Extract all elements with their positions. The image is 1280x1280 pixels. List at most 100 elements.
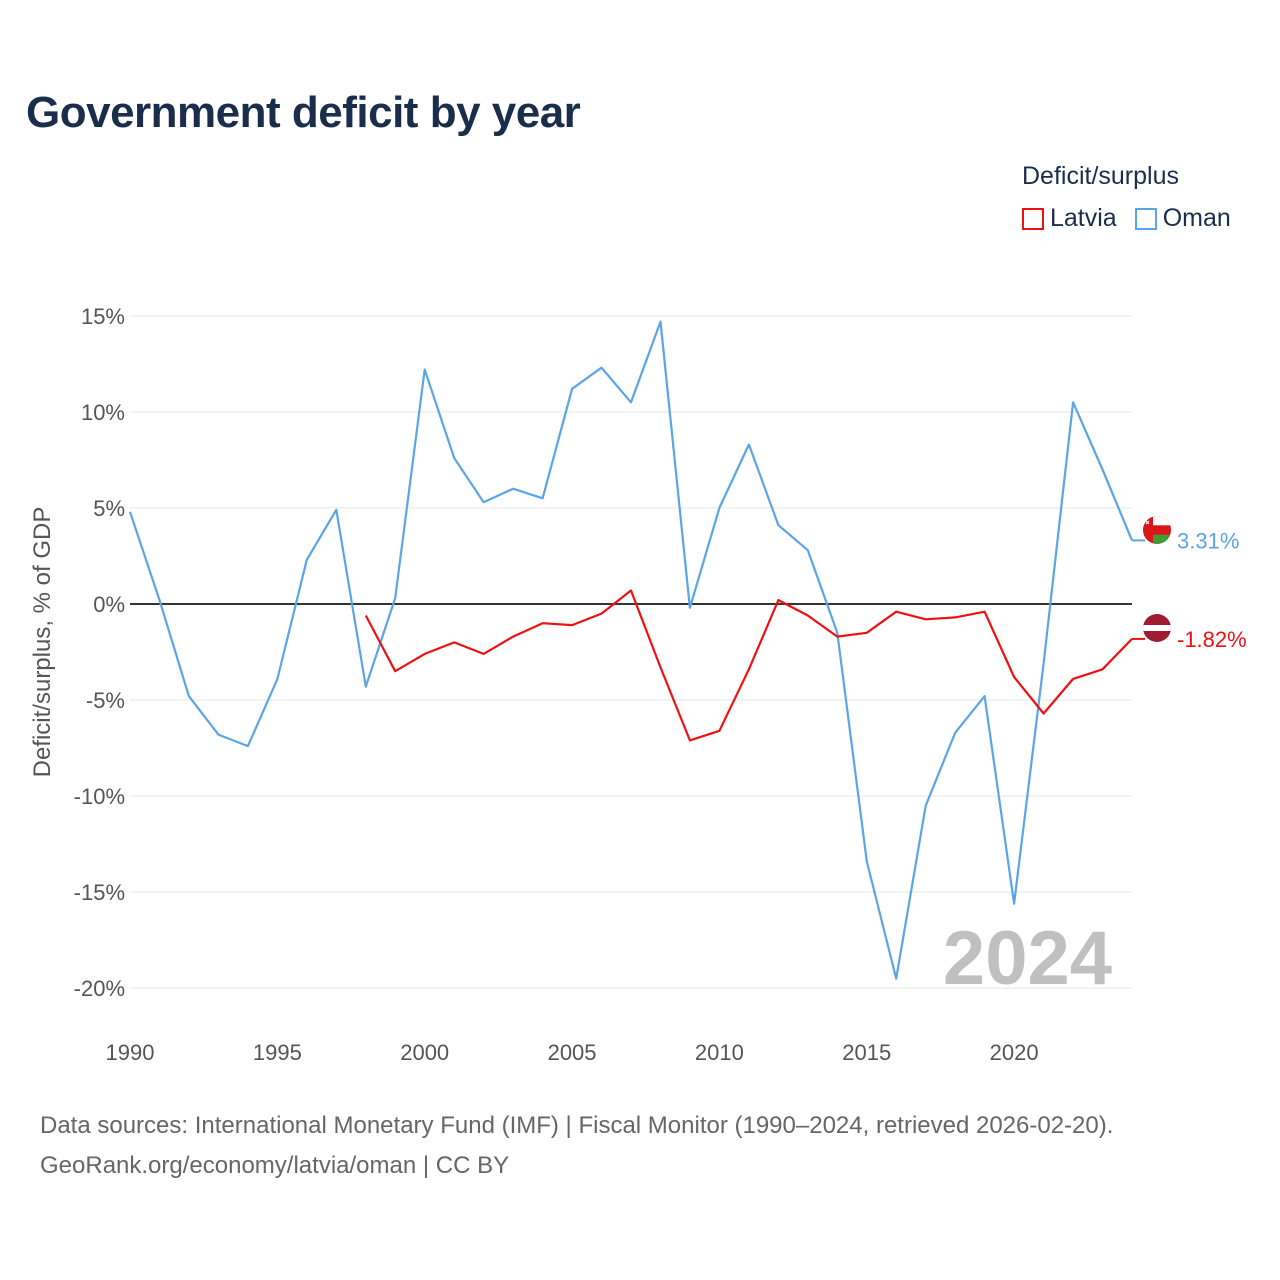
legend-label-latvia: Latvia	[1050, 204, 1117, 232]
data-point-oman[interactable]	[979, 690, 991, 702]
data-point-latvia[interactable]	[596, 608, 608, 620]
data-sources-text: Data sources: International Monetary Fun…	[40, 1112, 1114, 1139]
data-point-oman[interactable]	[154, 594, 166, 606]
data-point-oman[interactable]	[920, 800, 932, 812]
data-point-latvia[interactable]	[979, 606, 991, 618]
data-point-latvia[interactable]	[920, 613, 932, 625]
legend-swatch-latvia	[1022, 207, 1044, 230]
data-point-oman[interactable]	[1067, 396, 1079, 408]
data-point-oman[interactable]	[537, 492, 549, 504]
data-point-latvia[interactable]	[389, 665, 401, 677]
end-value-label-oman: 3.31%	[1177, 528, 1239, 553]
data-point-oman[interactable]	[596, 362, 608, 374]
y-axis-label: Deficit/surplus, % of GDP	[29, 507, 56, 778]
legend-swatch-oman	[1134, 207, 1157, 230]
data-point-oman[interactable]	[271, 673, 283, 685]
series-line-oman	[128, 320, 1134, 980]
y-tick-label: 5%	[93, 496, 125, 521]
data-point-oman[interactable]	[566, 383, 578, 395]
x-tick-label: 2000	[400, 1040, 449, 1065]
end-labels: 3.31% -1.82%	[1177, 528, 1247, 652]
data-point-oman[interactable]	[655, 316, 667, 328]
x-tick-label: 1990	[106, 1040, 155, 1065]
data-point-oman[interactable]	[124, 506, 136, 518]
data-point-oman[interactable]	[1008, 898, 1020, 910]
attribution-link[interactable]: GeoRank.org/economy/latvia/oman | CC BY	[40, 1152, 510, 1179]
data-point-oman[interactable]	[389, 592, 401, 604]
legend: Latvia Oman	[1022, 204, 1231, 233]
watermark: 2024	[943, 916, 1112, 1001]
data-point-latvia[interactable]	[831, 631, 843, 643]
data-point-oman[interactable]	[507, 483, 519, 495]
data-point-oman[interactable]	[713, 502, 725, 514]
data-point-oman[interactable]	[772, 519, 784, 531]
x-tick-label: 2020	[990, 1040, 1039, 1065]
legend-item-latvia[interactable]: Latvia	[1022, 204, 1117, 233]
legend-title: Deficit/surplus	[1022, 162, 1179, 190]
data-point-latvia[interactable]	[713, 725, 725, 737]
x-tick-label: 2005	[548, 1040, 597, 1065]
axes: 15% 10% 5% 0% -5% -10% -15% -20% 1990 1995 2000 200…	[29, 304, 1132, 1065]
data-point-latvia[interactable]	[419, 648, 431, 660]
data-point-oman[interactable]	[419, 364, 431, 376]
y-tick-label: 15%	[81, 304, 125, 329]
data-point-oman[interactable]	[212, 729, 224, 741]
year-watermark: 2024	[943, 916, 1112, 1001]
data-point-latvia[interactable]	[743, 663, 755, 675]
latvia-flag-icon	[1143, 614, 1171, 642]
oman-flag-icon	[1143, 516, 1171, 544]
legend-item-oman[interactable]: Oman	[1134, 204, 1231, 233]
data-point-latvia[interactable]	[566, 619, 578, 631]
data-point-oman[interactable]	[183, 690, 195, 702]
data-point-latvia[interactable]	[360, 610, 372, 622]
data-point-latvia[interactable]	[861, 627, 873, 639]
data-point-latvia[interactable]	[890, 606, 902, 618]
data-point-oman[interactable]	[448, 452, 460, 464]
y-tick-label: 10%	[81, 400, 125, 425]
chart-title: Government deficit by year	[26, 88, 581, 137]
data-point-latvia[interactable]	[655, 661, 667, 673]
data-point-oman[interactable]	[625, 396, 637, 408]
gridlines	[130, 315, 1132, 989]
data-point-oman[interactable]	[360, 681, 372, 693]
data-point-latvia[interactable]	[1067, 673, 1079, 685]
data-point-oman[interactable]	[684, 602, 696, 614]
y-tick-label: 0%	[93, 592, 125, 617]
data-point-latvia[interactable]	[1097, 663, 1109, 675]
legend-label-oman: Oman	[1162, 204, 1231, 232]
x-tick-label: 1995	[253, 1040, 302, 1065]
series	[124, 316, 1145, 985]
x-tick-label: 2010	[695, 1040, 744, 1065]
data-point-oman[interactable]	[1097, 464, 1109, 476]
data-point-oman[interactable]	[242, 740, 254, 752]
data-point-latvia[interactable]	[1008, 671, 1020, 683]
y-tick-label: -20%	[74, 976, 125, 1001]
data-point-latvia[interactable]	[625, 585, 637, 597]
data-point-latvia[interactable]	[949, 611, 961, 623]
data-point-oman[interactable]	[743, 439, 755, 451]
data-point-oman[interactable]	[949, 727, 961, 739]
data-point-latvia[interactable]	[802, 610, 814, 622]
data-point-latvia[interactable]	[1038, 708, 1050, 720]
data-point-latvia[interactable]	[684, 734, 696, 746]
data-point-oman[interactable]	[861, 855, 873, 867]
data-point-latvia[interactable]	[772, 594, 784, 606]
data-point-latvia[interactable]	[537, 617, 549, 629]
data-point-oman[interactable]	[301, 554, 313, 566]
data-point-oman[interactable]	[330, 504, 342, 516]
end-value-label-latvia: -1.82%	[1177, 627, 1247, 652]
series-line-latvia	[364, 589, 1133, 742]
data-point-latvia[interactable]	[478, 648, 490, 660]
data-point-oman[interactable]	[802, 544, 814, 556]
data-point-oman[interactable]	[1038, 658, 1050, 670]
footer: Data sources: International Monetary Fun…	[40, 1106, 1113, 1186]
data-point-latvia[interactable]	[507, 631, 519, 643]
data-point-oman[interactable]	[478, 496, 490, 508]
y-tick-label: -10%	[74, 784, 125, 809]
data-point-oman[interactable]	[890, 973, 902, 985]
data-point-latvia[interactable]	[448, 636, 460, 648]
x-tick-label: 2015	[842, 1040, 891, 1065]
y-tick-label: -5%	[86, 688, 125, 713]
